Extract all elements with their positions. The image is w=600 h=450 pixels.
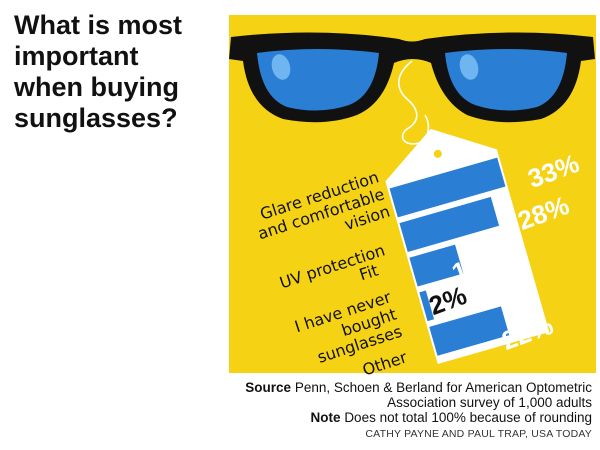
credit-line: CATHY PAYNE AND PAUL TRAP, USA TODAY xyxy=(365,428,592,440)
source-text: Penn, Schoen & Berland for American Opto… xyxy=(294,380,592,395)
bar-2 xyxy=(399,196,500,252)
bar-1 xyxy=(389,157,506,218)
title-line-2: important xyxy=(14,41,139,71)
title-line-1: What is most xyxy=(14,10,183,40)
bar-3 xyxy=(409,244,464,287)
source-line: Source Penn, Schoen & Berland for Americ… xyxy=(232,380,592,395)
sunglasses-price-tag-chart xyxy=(229,32,595,365)
chart-title: What is most important when buying sungl… xyxy=(14,10,214,134)
left-lens-glare xyxy=(271,54,291,80)
title-line-4: sunglasses? xyxy=(14,103,178,133)
tag-string xyxy=(398,60,430,145)
source-label: Source xyxy=(245,380,292,395)
footer: Source Penn, Schoen & Berland for Americ… xyxy=(232,380,592,441)
note-text: Does not total 100% because of rounding xyxy=(344,410,592,425)
bars-group xyxy=(389,157,510,356)
note-line: Note Does not total 100% because of roun… xyxy=(232,410,592,425)
bar-4 xyxy=(419,290,435,322)
tag-hole xyxy=(433,149,442,158)
bar-5 xyxy=(429,306,510,356)
right-lens-glare xyxy=(459,54,479,80)
title-line-3: when buying xyxy=(14,72,179,102)
chart-panel: Glare reduction and comfortable vision U… xyxy=(229,15,596,380)
price-tag xyxy=(385,128,550,365)
source-line-2: Association survey of 1,000 adults xyxy=(387,395,592,410)
sunglasses-icon xyxy=(229,32,595,123)
note-label: Note xyxy=(310,410,341,425)
